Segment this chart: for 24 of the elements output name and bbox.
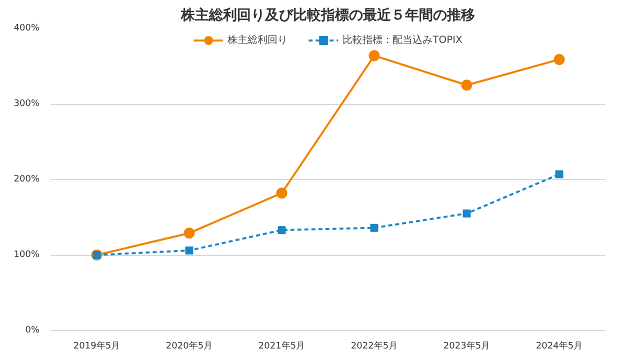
x-tick-label: 2022年5月 [350, 340, 398, 352]
x-tick-label: 2020年5月 [166, 340, 213, 352]
point [554, 54, 565, 65]
point [278, 226, 286, 234]
point [184, 228, 195, 239]
legend-label: 比較指標：配当込みTOPIX [342, 34, 462, 47]
legend-label: 株主総利回り [228, 34, 288, 47]
x-tick-label: 2023年5月 [443, 340, 490, 352]
y-tick-label: 300% [14, 99, 40, 109]
y-tick-label: 100% [14, 250, 40, 260]
y-tick-label: 0% [25, 326, 40, 336]
y-tick-label: 200% [14, 174, 40, 184]
x-tick-label: 2024年5月 [536, 340, 583, 352]
point [555, 170, 564, 178]
y-tick-label: 400% [14, 24, 40, 34]
x-tick-label: 2021年5月 [258, 340, 306, 352]
point [462, 209, 471, 218]
chart-title: 株主総利回り及び比較指標の最近５年間の推移 [180, 6, 475, 24]
point [276, 188, 288, 199]
point [461, 80, 472, 91]
point [185, 246, 194, 254]
point [368, 50, 380, 62]
point [370, 224, 378, 232]
x-tick-label: 2019年5月 [73, 340, 120, 352]
